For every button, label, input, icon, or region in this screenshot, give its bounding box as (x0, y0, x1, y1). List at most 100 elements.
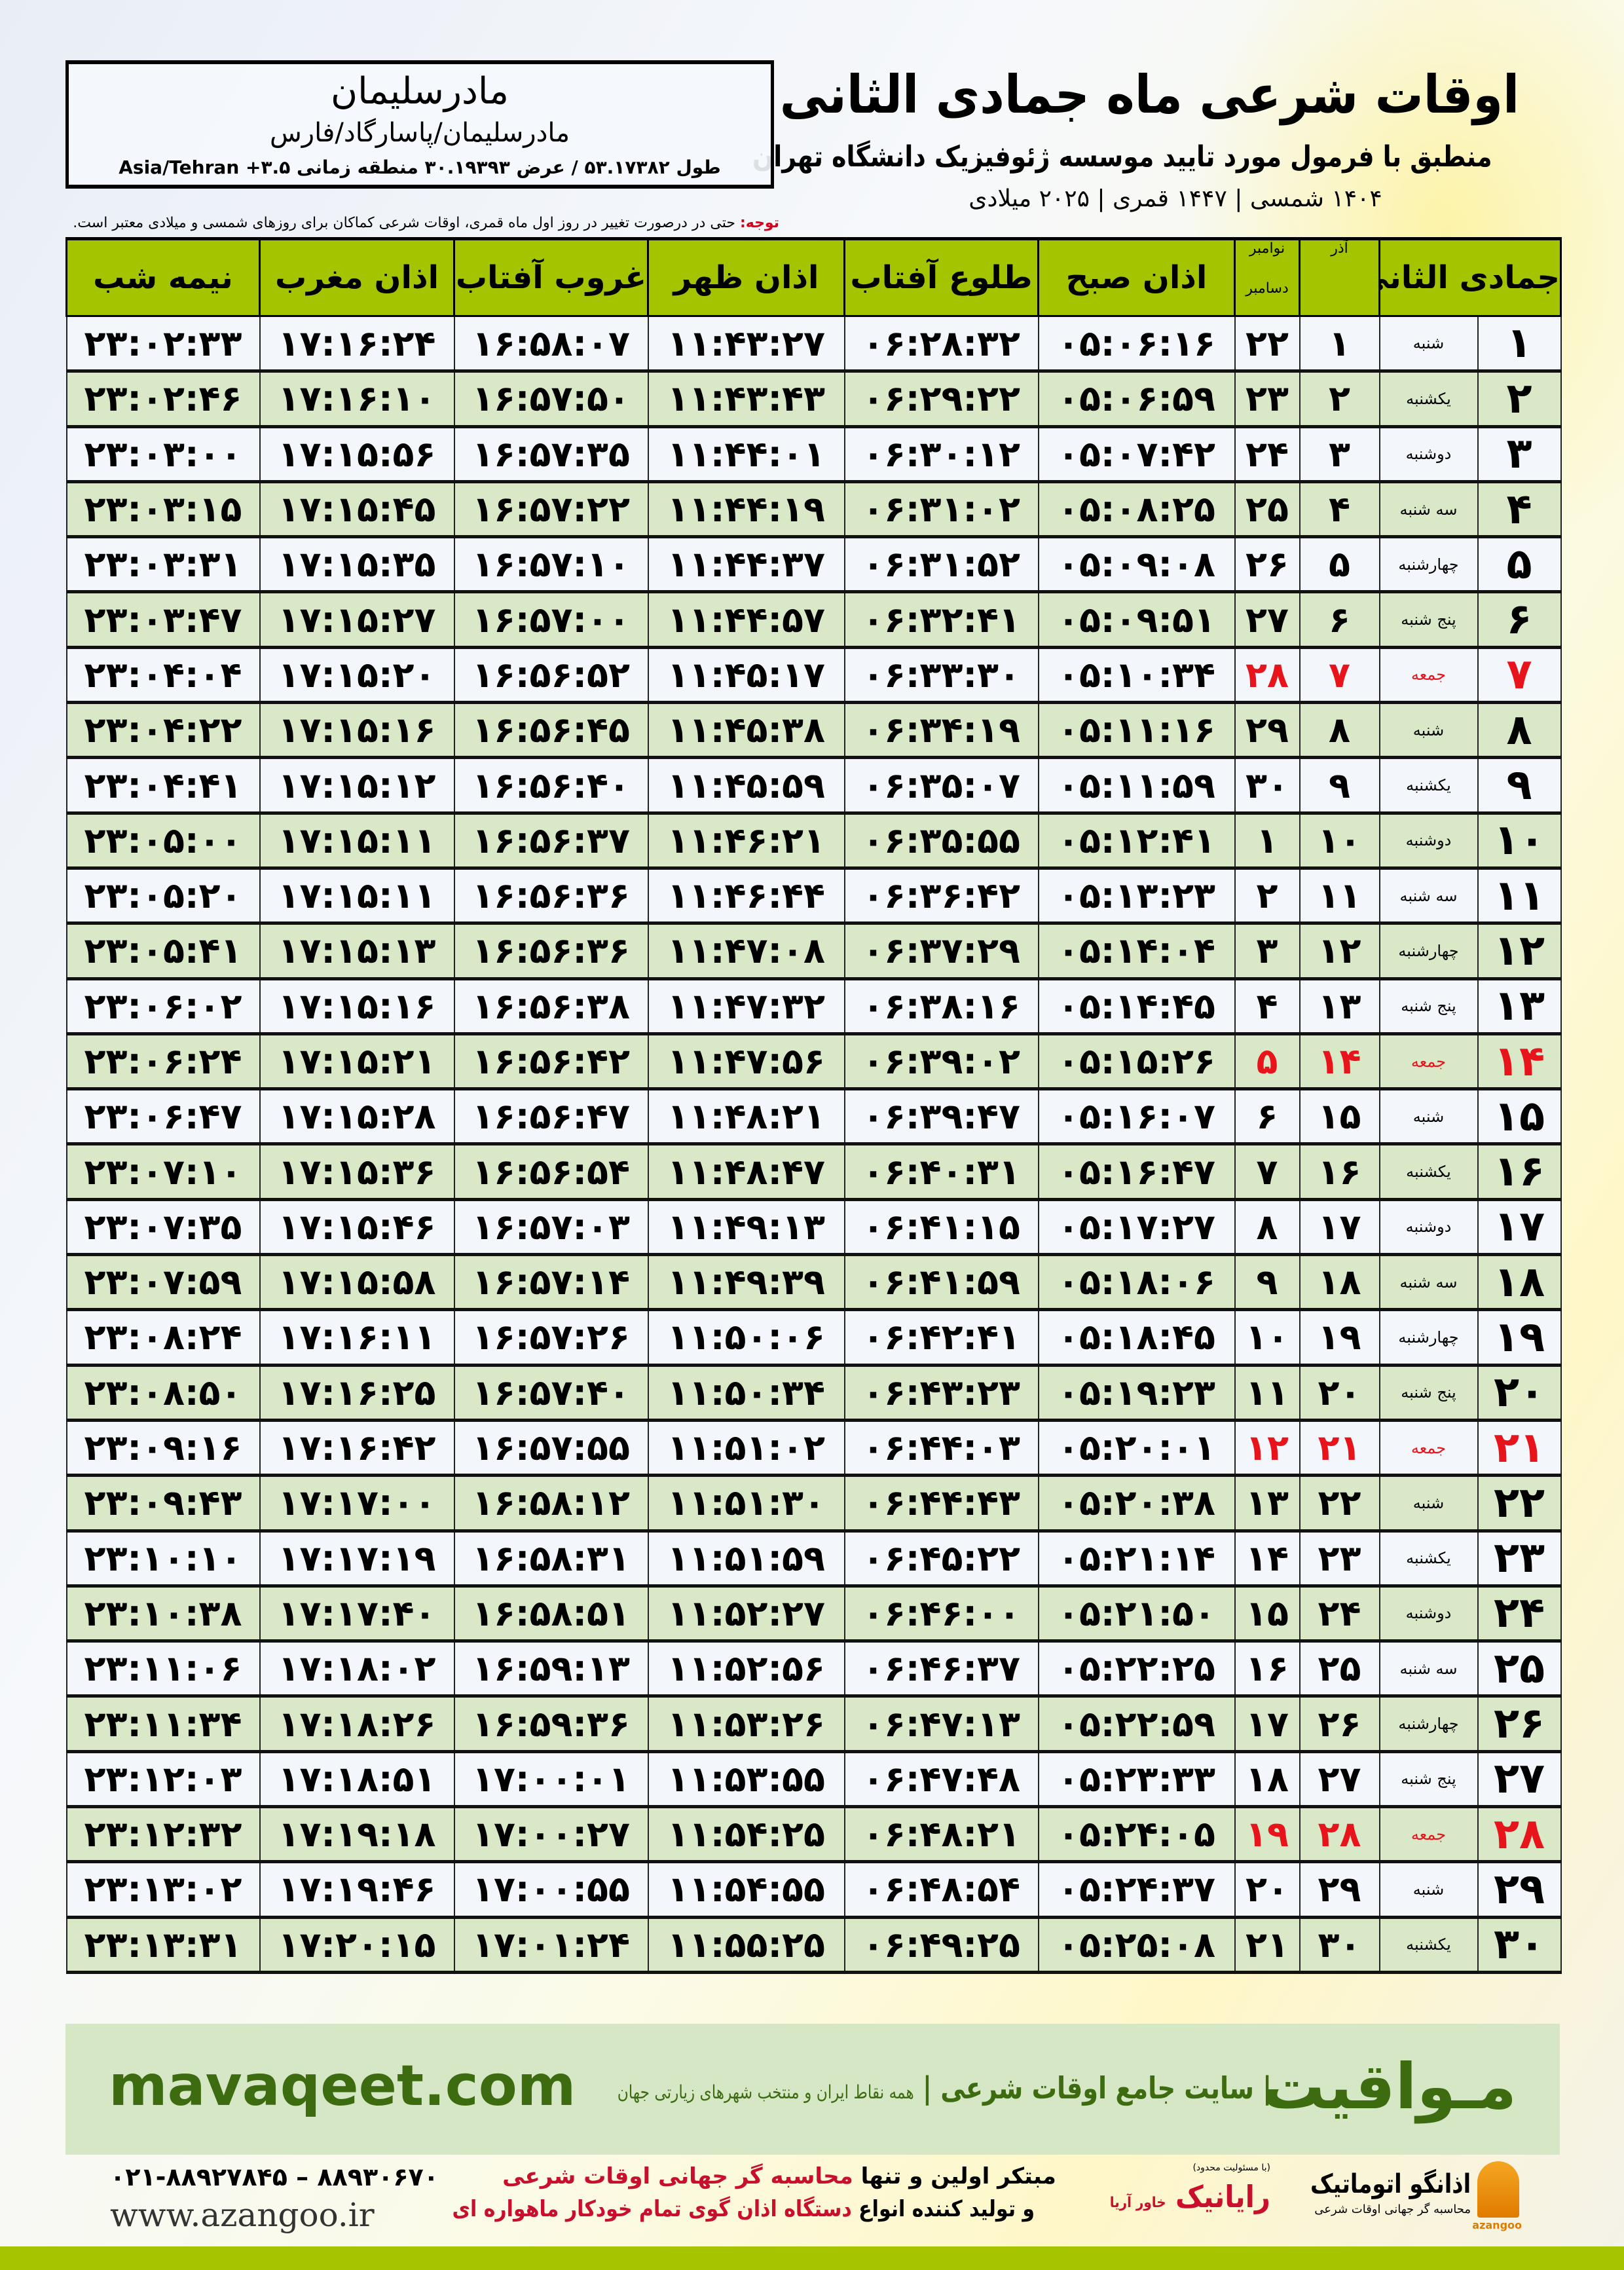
hijri-day-cell: ۱۷ (1477, 1199, 1562, 1257)
tolu-cell: ۰۶:۳۸:۱۶ (843, 978, 1039, 1035)
zohr-cell: ۱۱:۴۹:۱۳ (647, 1199, 845, 1257)
weekday-cell: پنج شنبه (1378, 1364, 1479, 1422)
table-row: ۱۴ جمعه ۱۴ ۵ ۰۵:۱۵:۲۶ ۰۶:۳۹:۰۲ ۱۱:۴۷:۵۶ ۱۶:۵۶:۴… (65, 1033, 1562, 1091)
table-row: ۲۰ پنج شنبه ۲۰ ۱۱ ۰۵:۱۹:۲۳ ۰۶:۴۳:۲۳ ۱۱:۵۰:۳۴ ۱۶… (65, 1364, 1562, 1422)
table-row: ۶ پنج شنبه ۶ ۲۷ ۰۵:۰۹:۵۱ ۰۶:۳۲:۴۱ ۱۱:۴۴:۵۷ ۱۶:۵… (65, 591, 1562, 649)
maghrib-cell: ۱۷:۱۵:۱۱ (259, 867, 455, 925)
azangoo-name-line: اذانگو اتوماتیک (1307, 2168, 1471, 2201)
azar-day-cell: ۶ (1299, 591, 1380, 649)
gregorian-day-cell: ۳۰ (1234, 756, 1301, 815)
azar-day-cell: ۷ (1299, 646, 1380, 705)
table-row: ۹ یکشنبه ۹ ۳۰ ۰۵:۱۱:۵۹ ۰۶:۳۵:۰۷ ۱۱:۴۵:۵۹ ۱۶:۵۶:… (65, 756, 1562, 815)
table-row: ۱۹ چهارشنبه ۱۹ ۱۰ ۰۵:۱۸:۴۵ ۰۶:۴۲:۴۱ ۱۱:۵۰:۰۶ ۱۶… (65, 1309, 1562, 1367)
weekday-cell: سه شنبه (1378, 1254, 1479, 1312)
rayanik-sub: خاور آریا (1109, 2195, 1166, 2211)
table-row: ۳ دوشنبه ۳ ۲۴ ۰۵:۰۷:۴۲ ۰۶:۳۰:۱۲ ۱۱:۴۴:۰۱ ۱۶:۵۷:… (65, 426, 1562, 483)
ghorub-cell: ۱۶:۵۷:۰۳ (453, 1199, 649, 1257)
hijri-day-cell: ۱۵ (1477, 1088, 1562, 1146)
promo-line-1: مبتکر اولین و تنها محاسبه گر جهانی اوقات… (485, 2161, 1074, 2191)
zohr-cell: ۱۱:۴۵:۵۹ (647, 756, 845, 815)
nimeh-cell: ۲۳:۱۱:۰۶ (65, 1640, 261, 1698)
tolu-cell: ۰۶:۳۴:۱۹ (843, 701, 1039, 760)
ghorub-cell: ۱۶:۵۷:۱۴ (453, 1254, 649, 1312)
zohr-cell: ۱۱:۵۱:۳۰ (647, 1474, 845, 1533)
site-link[interactable]: mavaqeet.com (109, 2053, 576, 2119)
sobh-cell: ۰۵:۲۴:۳۷ (1037, 1861, 1236, 1919)
location-box: مادرسلیمان مادرسلیمان/پاسارگاد/فارس طول … (65, 60, 774, 189)
sobh-cell: ۰۵:۱۶:۰۷ (1037, 1088, 1236, 1146)
gregorian-day-cell: ۱۳ (1234, 1474, 1301, 1533)
hijri-day-cell: ۲۸ (1477, 1806, 1562, 1864)
ghorub-cell: ۱۶:۵۸:۰۷ (453, 315, 649, 373)
page-title: اوقات شرعی ماه جمادی الثانی (779, 64, 1520, 125)
sobh-cell: ۰۵:۲۱:۵۰ (1037, 1585, 1236, 1643)
maghrib-cell: ۱۷:۱۷:۱۹ (259, 1530, 455, 1588)
azar-day-cell: ۲۱ (1299, 1419, 1380, 1478)
page-subtitle-line: منطبق با فرمول مورد تایید موسسه ژئوفیزیک… (752, 138, 1552, 177)
sobh-cell: ۰۵:۲۰:۳۸ (1037, 1474, 1236, 1533)
azar-day-cell: ۱۱ (1299, 867, 1380, 925)
sobh-cell: ۰۵:۱۷:۲۷ (1037, 1199, 1236, 1257)
prayer-times-table: جمادی الثانی آذر نوامبر دسامبر اذان صبح ط… (65, 237, 1562, 1974)
table-row: ۸ شنبه ۸ ۲۹ ۰۵:۱۱:۱۶ ۰۶:۳۴:۱۹ ۱۱:۴۵:۳۸ ۱۶:۵۶:۴۵… (65, 701, 1562, 760)
ghorub-cell: ۱۶:۵۷:۳۵ (453, 426, 649, 483)
tolu-cell: ۰۶:۴۷:۱۳ (843, 1695, 1039, 1753)
tolu-cell: ۰۶:۴۸:۲۱ (843, 1806, 1039, 1864)
tolu-cell: ۰۶:۲۹:۲۲ (843, 370, 1039, 428)
zohr-cell: ۱۱:۴۴:۳۷ (647, 536, 845, 594)
zohr-cell: ۱۱:۴۷:۵۶ (647, 1033, 845, 1091)
azar-day-cell: ۲۷ (1299, 1751, 1380, 1809)
nimeh-cell: ۲۳:۱۰:۱۰ (65, 1530, 261, 1588)
weekday-cell: سه شنبه (1378, 1640, 1479, 1698)
hijri-day-cell: ۱۲ (1477, 922, 1562, 980)
sobh-cell: ۰۵:۱۶:۴۷ (1037, 1143, 1236, 1201)
gregorian-day-cell: ۱۹ (1234, 1806, 1301, 1864)
maghrib-cell: ۱۷:۱۶:۱۰ (259, 370, 455, 428)
ghorub-cell: ۱۶:۵۶:۳۸ (453, 978, 649, 1035)
weekday-cell: چهارشنبه (1378, 536, 1479, 594)
header-gregorian: نوامبر دسامبر (1234, 237, 1301, 317)
tolu-cell: ۰۶:۳۲:۴۱ (843, 591, 1039, 649)
ghorub-cell: ۱۶:۵۹:۳۶ (453, 1695, 649, 1753)
tolu-cell: ۰۶:۳۱:۵۲ (843, 536, 1039, 594)
page-title-line: اوقات شرعی ماه جمادی الثانی (780, 59, 1552, 131)
tolu-cell: ۰۶:۴۴:۴۳ (843, 1474, 1039, 1533)
nimeh-cell: ۲۳:۱۱:۳۴ (65, 1695, 261, 1753)
note-label: توجه: (739, 215, 779, 231)
header-november: نوامبر (1249, 240, 1285, 257)
sobh-cell: ۰۵:۰۹:۵۱ (1037, 591, 1236, 649)
note: توجه: حتی در درصورت تغییر در روز اول ماه… (65, 214, 779, 233)
sobh-cell: ۰۵:۱۴:۴۵ (1037, 978, 1236, 1035)
zohr-cell: ۱۱:۴۹:۳۹ (647, 1254, 845, 1312)
zohr-cell: ۱۱:۴۸:۲۱ (647, 1088, 845, 1146)
nimeh-cell: ۲۳:۱۲:۳۲ (65, 1806, 261, 1864)
weekday-cell: شنبه (1378, 1474, 1479, 1533)
hijri-day-cell: ۱۶ (1477, 1143, 1562, 1201)
ghorub-cell: ۱۶:۵۷:۲۶ (453, 1309, 649, 1367)
azar-day-cell: ۱۸ (1299, 1254, 1380, 1312)
azar-day-cell: ۲۰ (1299, 1364, 1380, 1422)
hijri-day-cell: ۲۶ (1477, 1695, 1562, 1753)
azar-day-cell: ۳۰ (1299, 1916, 1380, 1974)
weekday-cell: یکشنبه (1378, 1143, 1479, 1201)
tagline-content: | سایت جامع اوقات شرعی | همه نقاط ایران … (618, 2067, 1272, 2113)
weekday-cell: سه شنبه (1378, 481, 1479, 539)
zohr-cell: ۱۱:۴۵:۱۷ (647, 646, 845, 705)
ghorub-cell: ۱۶:۵۸:۵۱ (453, 1585, 649, 1643)
azar-day-cell: ۲۹ (1299, 1861, 1380, 1919)
sobh-cell: ۰۵:۱۱:۵۹ (1037, 756, 1236, 815)
zohr-cell: ۱۱:۴۳:۲۷ (647, 315, 845, 373)
tolu-cell: ۰۶:۳۰:۱۲ (843, 426, 1039, 483)
nimeh-cell: ۲۳:۰۳:۰۰ (65, 426, 261, 483)
nimeh-cell: ۲۳:۰۵:۴۱ (65, 922, 261, 980)
maghrib-cell: ۱۷:۱۵:۱۲ (259, 756, 455, 815)
weekday-cell: چهارشنبه (1378, 922, 1479, 980)
azar-day-cell: ۲۴ (1299, 1585, 1380, 1643)
gregorian-day-cell: ۲۵ (1234, 481, 1301, 539)
azar-day-cell: ۲۳ (1299, 1530, 1380, 1588)
hijri-day-cell: ۲۴ (1477, 1585, 1562, 1643)
sobh-cell: ۰۵:۰۹:۰۸ (1037, 536, 1236, 594)
tolu-cell: ۰۶:۴۹:۲۵ (843, 1916, 1039, 1974)
tolu-cell: ۰۶:۳۵:۰۷ (843, 756, 1039, 815)
website-link[interactable]: www.azangoo.ir (110, 2196, 375, 2234)
